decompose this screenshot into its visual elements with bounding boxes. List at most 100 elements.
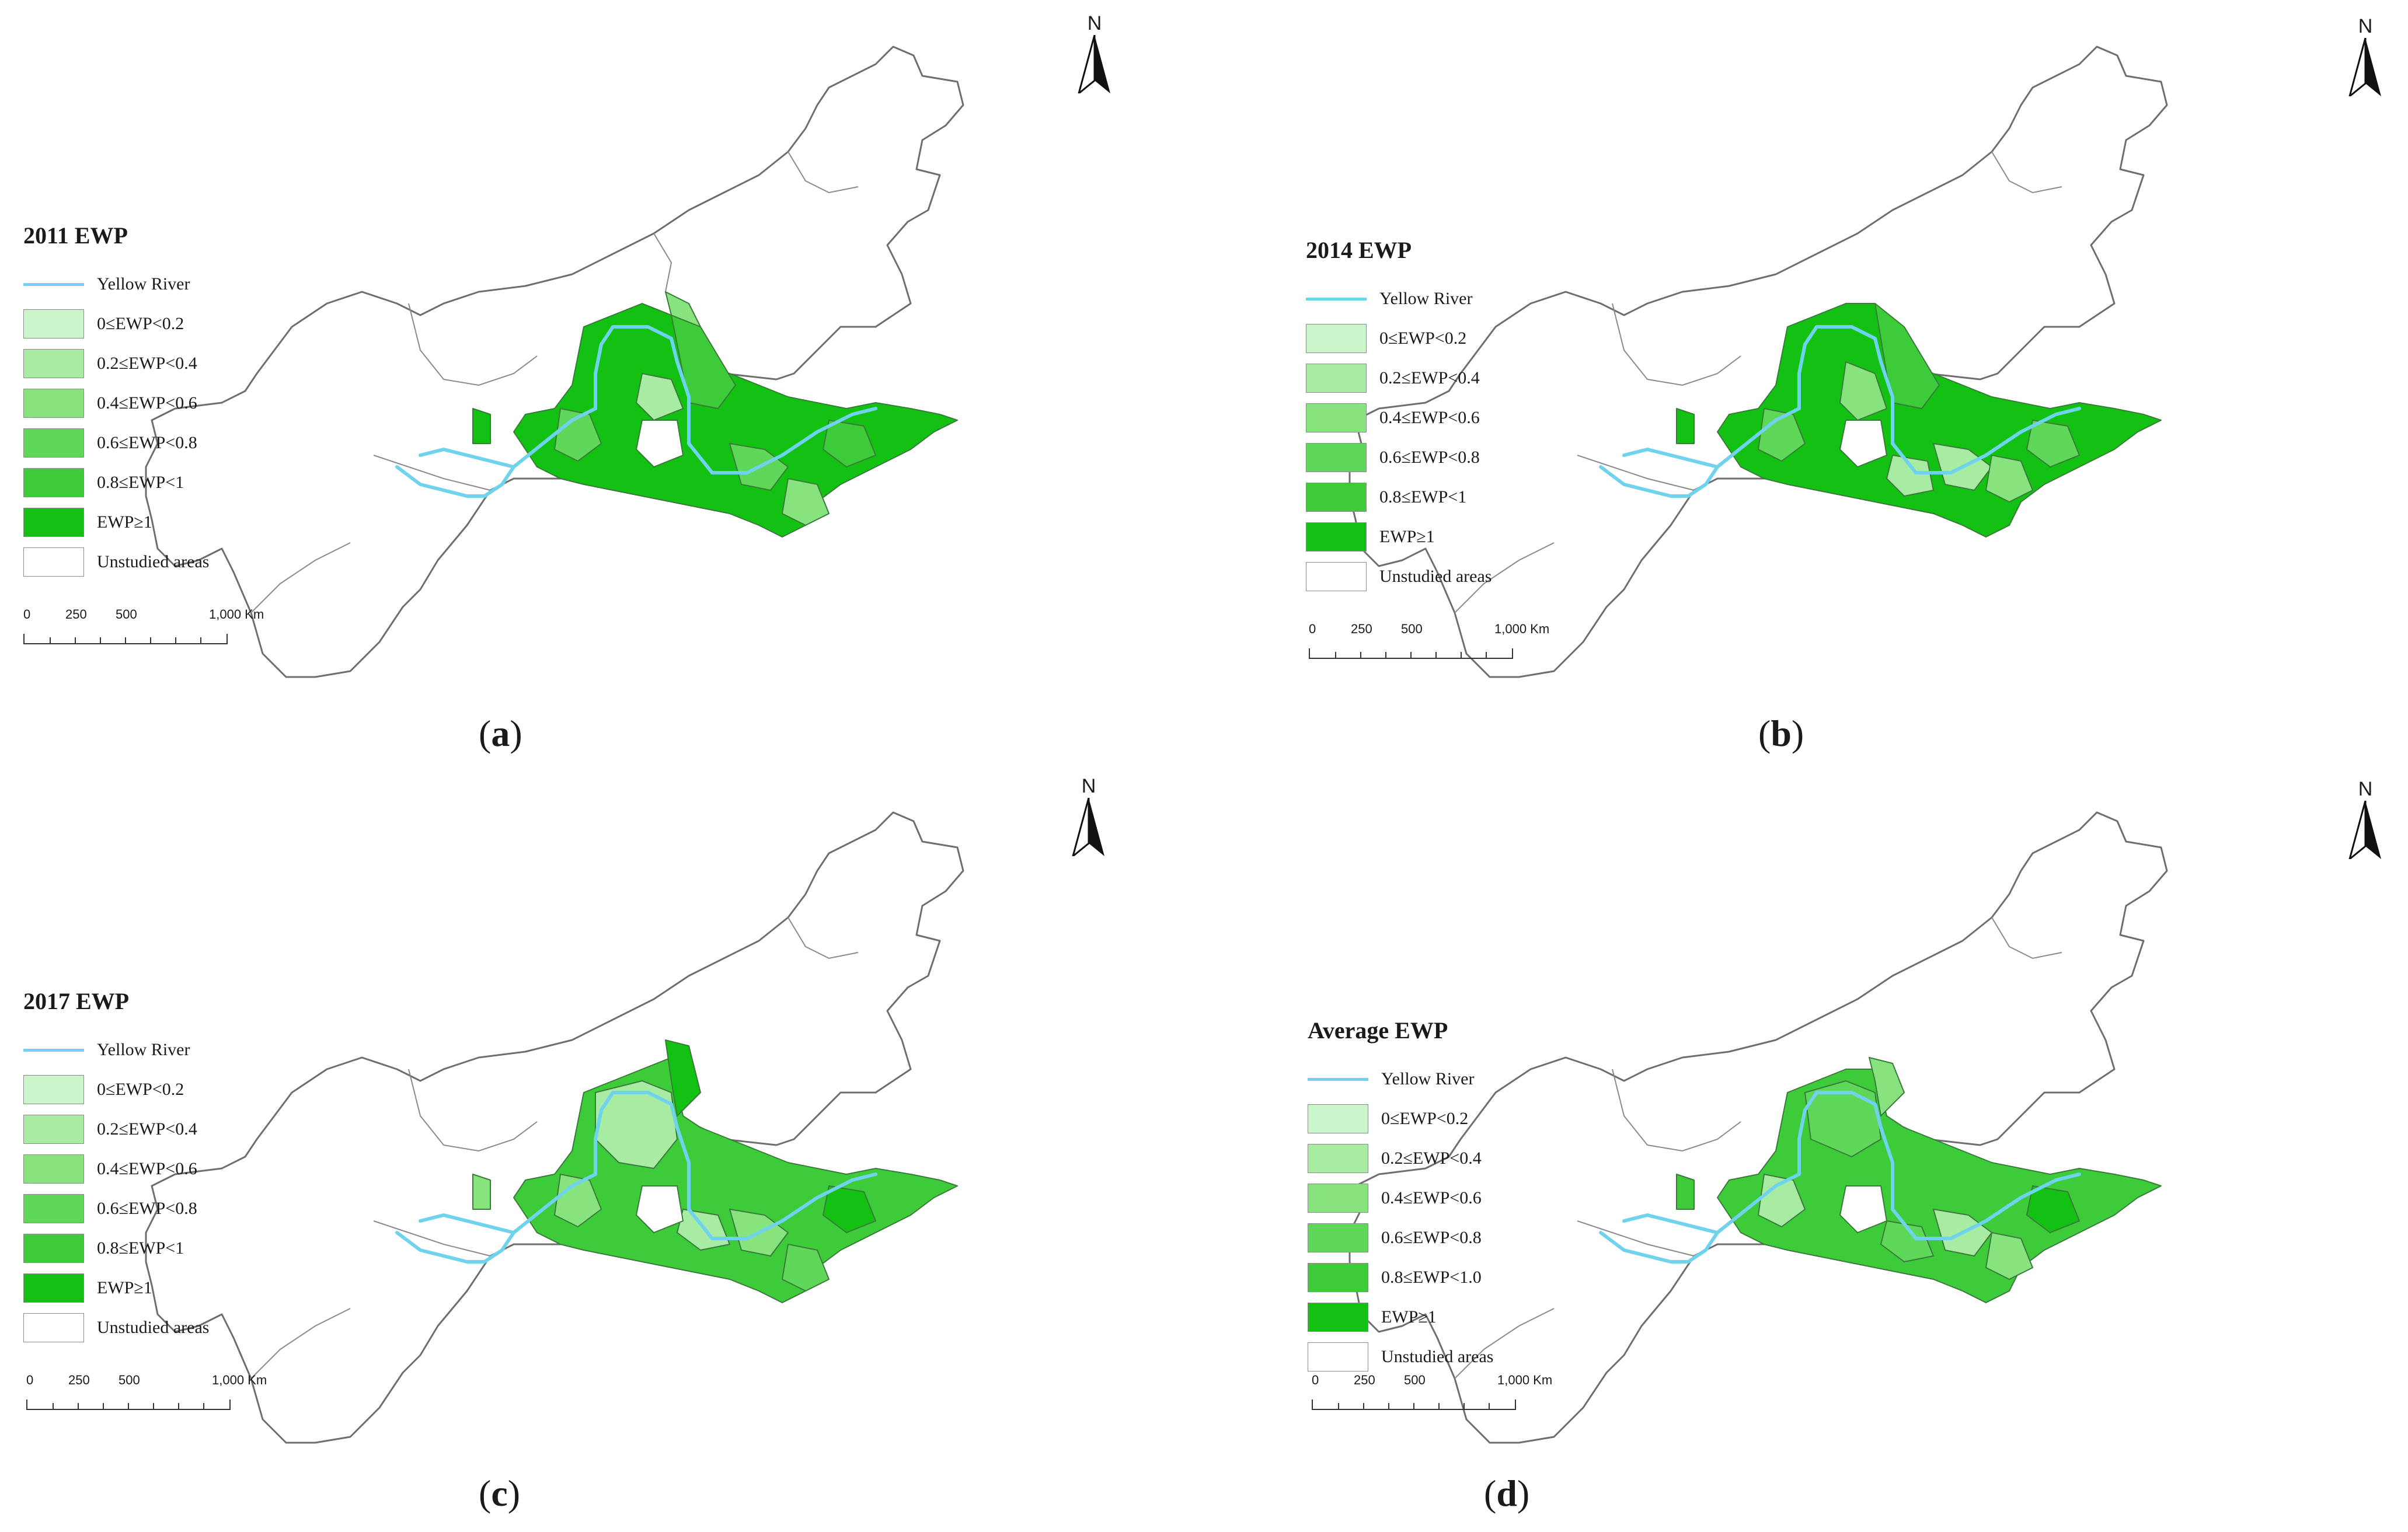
legend-title: 2017 EWP <box>23 988 130 1014</box>
class-swatch <box>1308 1223 1368 1252</box>
legend-title: 2011 EWP <box>23 222 128 249</box>
map-d <box>1348 811 2168 1444</box>
study-subregion <box>1804 1080 1881 1157</box>
class-swatch <box>23 1075 84 1104</box>
legend-b: 2014 EWP Yellow River 0≤EWP<0.2 0.2≤EWP<… <box>1306 236 1492 596</box>
legend-item-class: 0.4≤EWP<0.6 <box>1308 1178 1493 1218</box>
study-subregion <box>2026 1185 2080 1233</box>
unstudied-gap <box>1839 1185 1887 1233</box>
legend-item-class: 0.4≤EWP<0.6 <box>1306 398 1492 438</box>
study-subregion <box>2026 420 2080 467</box>
north-arrow-icon <box>1071 797 1104 859</box>
class-swatch <box>1306 522 1367 552</box>
study-subregion <box>1869 1057 1905 1116</box>
class-swatch <box>23 389 84 418</box>
study-subregion <box>472 408 491 444</box>
class-swatch <box>23 309 84 338</box>
legend-item-class: 0.6≤EWP<0.8 <box>1308 1218 1493 1258</box>
map-panel-c: 2017 EWP Yellow River 0≤EWP<0.2 0.2≤EWP<… <box>0 766 1204 1531</box>
panel-label: (d) <box>1484 1472 1530 1514</box>
legend-item-class: 0.2≤EWP<0.4 <box>1306 358 1492 398</box>
legend-item-class: 0≤EWP<0.2 <box>1306 319 1492 358</box>
scale-bar: 0 250 500 1,000 Km <box>23 607 264 654</box>
map-c <box>145 811 964 1444</box>
study-subregion <box>1886 455 1934 497</box>
legend-item-class: 0.6≤EWP<0.8 <box>23 423 209 463</box>
river-swatch <box>1306 284 1367 313</box>
province-boundary <box>1454 1308 1555 1379</box>
legend-item-class: 0≤EWP<0.2 <box>23 1070 209 1109</box>
legend-item-unstudied: Unstudied areas <box>1306 557 1492 596</box>
study-subregion <box>782 1244 830 1292</box>
province-boundary <box>787 151 859 194</box>
legend-item-unstudied: Unstudied areas <box>23 1308 209 1348</box>
legend-item-unstudied: Unstudied areas <box>1308 1337 1493 1377</box>
panel-label: (b) <box>1758 713 1804 754</box>
province-boundary <box>373 1220 491 1257</box>
legend-item-class: 0.6≤EWP<0.8 <box>23 1189 209 1229</box>
legend-item-class: 0.6≤EWP<0.8 <box>1306 438 1492 477</box>
class-swatch <box>1306 483 1367 512</box>
legend-item-class: 0≤EWP<0.2 <box>23 304 209 344</box>
unstudied-areas-region <box>145 811 964 1444</box>
legend-item-class: 0.8≤EWP<1 <box>1306 477 1492 517</box>
study-subregion <box>782 478 830 526</box>
north-arrow: N <box>1074 12 1115 99</box>
legend-item-class: EWP≥1 <box>1306 517 1492 557</box>
province-boundary <box>1991 917 2062 959</box>
class-swatch <box>1306 562 1367 591</box>
class-swatch <box>1308 1263 1368 1292</box>
study-subregion <box>665 291 701 327</box>
class-swatch <box>1306 364 1367 393</box>
yellow-river <box>395 1091 877 1264</box>
study-subregion <box>1839 361 1887 421</box>
legend-item-river: Yellow River <box>23 1030 209 1070</box>
legend-item-river: Yellow River <box>1308 1059 1493 1099</box>
legend-item-unstudied: Unstudied areas <box>23 542 209 582</box>
study-subregion <box>636 373 684 421</box>
legend-item-river: Yellow River <box>1306 279 1492 319</box>
legend-item-class: 0.2≤EWP<0.4 <box>23 1109 209 1149</box>
province-boundary <box>250 1308 351 1379</box>
province-boundary <box>373 455 491 491</box>
map-a <box>145 46 964 678</box>
study-subregion <box>1985 1232 2033 1280</box>
study-subregion <box>472 1174 491 1210</box>
legend-item-class: 0.8≤EWP<1.0 <box>1308 1258 1493 1297</box>
class-swatch <box>23 468 84 497</box>
class-swatch <box>23 1194 84 1223</box>
class-swatch <box>23 1234 84 1263</box>
legend-item-class: EWP≥1 <box>23 502 209 542</box>
legend-a: 2011 EWP Yellow River 0≤EWP<0.2 0.2≤EWP<… <box>23 222 209 582</box>
scale-bar: 0 250 500 1,000 Km <box>26 1373 267 1419</box>
yellow-river <box>395 325 877 498</box>
legend-item-class: 0.4≤EWP<0.6 <box>23 1149 209 1189</box>
province-boundary <box>1577 455 1695 491</box>
class-swatch <box>23 1313 84 1342</box>
class-swatch <box>23 508 84 537</box>
scale-bar: 0 250 500 1,000 Km <box>1309 622 1549 668</box>
legend-item-class: 0.2≤EWP<0.4 <box>23 344 209 383</box>
class-swatch <box>1306 443 1367 472</box>
scale-bar: 0 250 500 1,000 Km <box>1312 1373 1552 1419</box>
study-subregion <box>823 420 876 467</box>
study-subregion <box>1676 408 1695 444</box>
class-swatch <box>1308 1303 1368 1332</box>
class-swatch <box>23 547 84 577</box>
unstudied-gap <box>636 1185 684 1233</box>
legend-item-class: 0.8≤EWP<1 <box>23 463 209 502</box>
legend-d: Average EWP Yellow River 0≤EWP<0.2 0.2≤E… <box>1308 1017 1493 1377</box>
panel-label: (c) <box>479 1472 521 1514</box>
map-panel-b: 2014 EWP Yellow River 0≤EWP<0.2 0.2≤EWP<… <box>1204 0 2407 766</box>
unstudied-areas-region <box>1348 811 2168 1444</box>
class-swatch <box>1306 403 1367 432</box>
north-arrow: N <box>2345 777 2386 865</box>
class-swatch <box>23 349 84 378</box>
legend-title: Average EWP <box>1308 1017 1448 1044</box>
north-arrow-icon <box>1077 34 1110 96</box>
class-swatch <box>23 428 84 458</box>
legend-item-class: 0.4≤EWP<0.6 <box>23 383 209 423</box>
unstudied-gap <box>636 420 684 467</box>
province-boundary <box>408 303 538 386</box>
unstudied-gap <box>1839 420 1887 467</box>
